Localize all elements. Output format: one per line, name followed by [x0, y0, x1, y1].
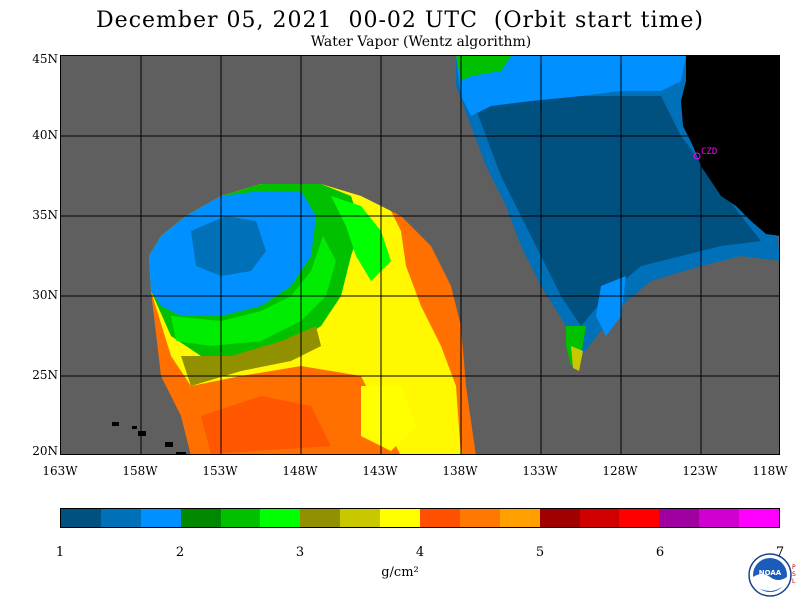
- lon-label-153w: 153W: [202, 464, 238, 478]
- colorbar-segment: [579, 509, 620, 527]
- station-label-czd: CZD: [701, 147, 718, 157]
- water-vapor-map: [60, 55, 780, 455]
- colorbar-tick-4: 4: [415, 545, 425, 560]
- colorbar-segment: [619, 509, 660, 527]
- colorbar-segment: [300, 509, 341, 527]
- colorbar-tick-1: 1: [55, 545, 65, 560]
- lon-label-138w: 138W: [442, 464, 478, 478]
- map-canvas: [61, 56, 779, 454]
- colorbar-tick-7: 7: [775, 545, 785, 560]
- lon-label-133w: 133W: [522, 464, 558, 478]
- land-north-america: [681, 56, 779, 236]
- lat-label-25n: 25N: [32, 368, 58, 382]
- map-title: December 05, 2021 00-02 UTC (Orbit start…: [96, 8, 704, 33]
- colorbar-segment: [260, 509, 301, 527]
- colorbar-tick-2: 2: [175, 545, 185, 560]
- colorbar-segment: [61, 509, 101, 527]
- lat-label-30n: 30N: [32, 288, 58, 302]
- colorbar: [60, 508, 780, 528]
- colorbar-segment: [699, 509, 740, 527]
- noaa-logo-text: NOAA: [759, 569, 782, 577]
- colorbar-segment: [380, 509, 421, 527]
- map-subtitle: Water Vapor (Wentz algorithm): [310, 34, 532, 50]
- lat-label-40n: 40N: [32, 128, 58, 142]
- colorbar-segment: [659, 509, 700, 527]
- colorbar-segment: [140, 509, 181, 527]
- lon-label-143w: 143W: [362, 464, 398, 478]
- colorbar-segment: [459, 509, 500, 527]
- lon-label-118w: 118W: [752, 464, 788, 478]
- lon-label-123w: 123W: [682, 464, 718, 478]
- lon-label-163w: 163W: [42, 464, 78, 478]
- grid-lines: [61, 56, 779, 454]
- colorbar-segment: [340, 509, 381, 527]
- lat-label-45n: 45N: [32, 52, 58, 66]
- lat-label-20n: 20N: [32, 444, 58, 458]
- lat-label-35n: 35N: [32, 208, 58, 222]
- lon-label-148w: 148W: [282, 464, 318, 478]
- colorbar-tick-5: 5: [535, 545, 545, 560]
- colorbar-units: g/cm²: [381, 565, 419, 580]
- lon-label-128w: 128W: [602, 464, 638, 478]
- colorbar-segment: [499, 509, 540, 527]
- colorbar-segment: [100, 509, 141, 527]
- colorbar-segment: [539, 509, 580, 527]
- lon-label-158w: 158W: [122, 464, 158, 478]
- colorbar-tick-6: 6: [655, 545, 665, 560]
- station-marker: [693, 152, 701, 160]
- colorbar-segment: [739, 509, 780, 527]
- colorbar-segment: [220, 509, 261, 527]
- swath-west: [149, 184, 476, 454]
- noaa-logo-icon: NOAA: [748, 553, 792, 597]
- colorbar-segment: [180, 509, 221, 527]
- colorbar-tick-3: 3: [295, 545, 305, 560]
- colorbar-segment: [420, 509, 460, 527]
- land-hawaii: [112, 422, 186, 454]
